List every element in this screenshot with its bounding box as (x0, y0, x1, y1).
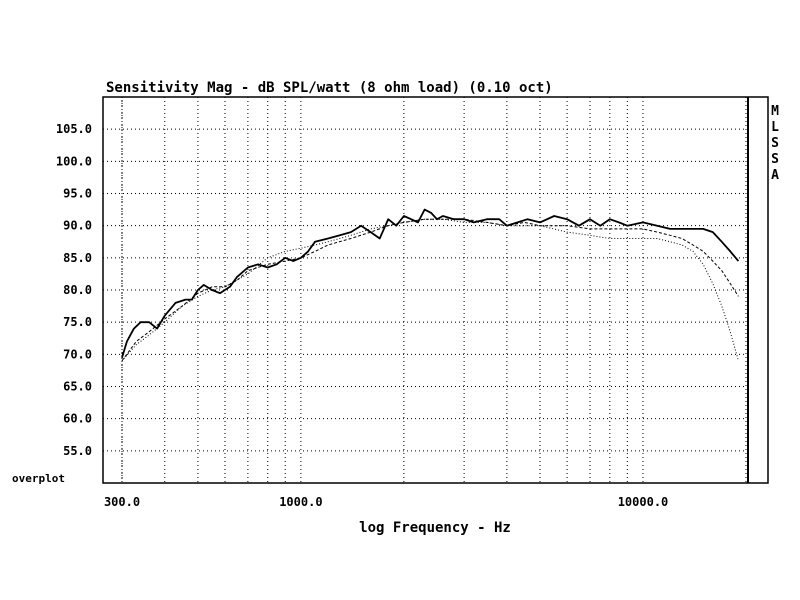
y-tick-label: 100.0 (56, 154, 92, 168)
x-tick-labels: 300.0 1000.0 10000.0 (104, 495, 668, 509)
grid (103, 97, 748, 483)
series-line-dotted (121, 218, 739, 362)
side-label-letter: S (771, 136, 779, 151)
y-tick-label: 95.0 (63, 187, 92, 201)
series-line-solid (121, 208, 740, 358)
series-group (121, 208, 740, 362)
y-tick-label: 70.0 (63, 347, 92, 361)
y-tick-label: 65.0 (63, 380, 92, 394)
plot-frame (102, 96, 769, 484)
x-axis-label: log Frequency - Hz (359, 520, 511, 536)
y-tick-labels: 105.0 100.0 95.0 90.0 85.0 80.0 75.0 70.0 65.0 60… (56, 122, 92, 458)
side-label-letter: A (771, 168, 779, 183)
x-tick-label: 1000.0 (279, 495, 322, 509)
y-tick-label: 105.0 (56, 122, 92, 136)
y-tick-label: 60.0 (63, 412, 92, 426)
y-tick-label: 80.0 (63, 283, 92, 297)
x-tick-label: 300.0 (104, 495, 140, 509)
overplot-label: overplot (12, 472, 65, 485)
side-label-letter: M (771, 104, 779, 119)
side-label-letter: L (771, 120, 779, 135)
chart-title: Sensitivity Mag - dB SPL/watt (8 ohm loa… (106, 80, 553, 96)
y-tick-label: 85.0 (63, 251, 92, 265)
side-label-letter: S (771, 152, 779, 167)
y-tick-label: 55.0 (63, 444, 92, 458)
y-tick-label: 90.0 (63, 219, 92, 233)
y-tick-label: 75.0 (63, 315, 92, 329)
x-tick-label: 10000.0 (618, 495, 669, 509)
